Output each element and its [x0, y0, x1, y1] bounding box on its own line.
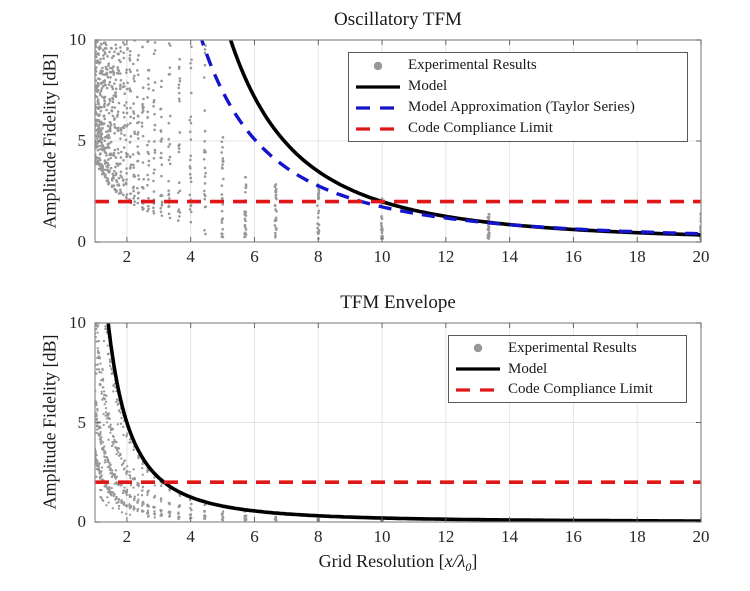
x-tick-label: 6 [250, 527, 259, 546]
x-axis-label-suffix: ] [471, 551, 478, 571]
x-tick-label: 2 [122, 247, 132, 266]
legend-marker-experimental-results [354, 58, 402, 74]
legend-entry-code-compliance-limit: Code Compliance Limit [454, 379, 682, 400]
legend-entry-model: Model [354, 76, 683, 97]
legend-entry-code-compliance-limit: Code Compliance Limit [354, 118, 683, 139]
x-axis-label: Grid Resolution [x/λ0] [95, 551, 701, 575]
line-model-oscillatory-tfm [228, 40, 701, 237]
x-tick-label: 18 [628, 527, 646, 546]
x-tick-label: 4 [186, 527, 195, 546]
legend-marker-model [454, 361, 502, 377]
y-tick-label: 0 [77, 232, 87, 251]
x-tick-label: 14 [501, 247, 519, 266]
legend-label: Experimental Results [508, 339, 637, 356]
plot-title-oscillatory-tfm: Oscillatory TFM [334, 9, 462, 30]
legend-label: Model [408, 78, 448, 94]
legend-tfm-envelope: Experimental Results Model Code Compliance… [448, 335, 687, 403]
plot-area-tfm-envelope [94, 322, 702, 523]
y-axis-label-top: Amplitude Fidelity [dB] [39, 53, 60, 229]
legend-label: Code Compliance Limit [408, 120, 553, 136]
x-tick-label: 16 [564, 247, 582, 266]
legend-marker-code-compliance-limit [454, 382, 502, 398]
x-tick-label: 18 [628, 247, 646, 266]
x-tick-label: 12 [437, 247, 455, 266]
x-tick-label: 2 [122, 527, 132, 546]
legend-entry-experimental-results: Experimental Results [454, 338, 682, 359]
x-tick-label: 14 [501, 527, 519, 546]
y-tick-label: 5 [77, 131, 87, 150]
legend-marker-experimental-results [454, 340, 502, 356]
x-tick-label: 10 [373, 247, 391, 266]
x-axis-label-prefix: Grid Resolution [ [318, 551, 445, 571]
legend-entry-experimental-results: Experimental Results [354, 55, 683, 76]
x-tick-label: 20 [692, 527, 710, 546]
legend-label: Model [508, 360, 548, 377]
axis-ticks-oscillatory-tfm [95, 39, 702, 243]
x-tick-label: 8 [314, 527, 323, 546]
x-tick-label: 8 [314, 247, 323, 266]
y-axis-label-bottom: Amplitude Fidelity [dB] [39, 334, 60, 510]
x-tick-label: 6 [250, 247, 259, 266]
x-tick-label: 20 [692, 247, 710, 266]
plot-title-tfm-envelope: TFM Envelope [340, 292, 456, 313]
legend-entry-model-approximation-taylor-series: Model Approximation (Taylor Series) [354, 97, 683, 118]
legend-marker-model-approximation-taylor-series [354, 100, 402, 116]
x-tick-label: 16 [564, 527, 582, 546]
legend-label: Code Compliance Limit [508, 381, 653, 398]
x-axis-label-subscript: 0 [465, 560, 472, 574]
legend-marker-model [354, 79, 402, 95]
line-model-tfm-envelope [106, 323, 701, 522]
gridlines-tfm-envelope [95, 323, 701, 522]
y-tick-label: 10 [69, 30, 86, 49]
legend-oscillatory-tfm: Experimental Results Model Model Approxima… [348, 52, 688, 142]
axis-ticks-tfm-envelope [95, 322, 702, 523]
y-tick-label: 10 [69, 313, 86, 332]
legend-label: Model Approximation (Taylor Series) [408, 99, 635, 115]
x-tick-label: 4 [186, 247, 195, 266]
x-tick-label: 10 [373, 527, 391, 546]
legend-marker-code-compliance-limit [354, 121, 402, 137]
y-tick-label: 0 [77, 512, 87, 531]
x-axis-label-math: x/λ [444, 551, 466, 571]
x-tick-label: 12 [437, 527, 455, 546]
legend-entry-model: Model [454, 359, 682, 380]
legend-label: Experimental Results [408, 57, 537, 73]
y-tick-label: 5 [77, 412, 87, 432]
